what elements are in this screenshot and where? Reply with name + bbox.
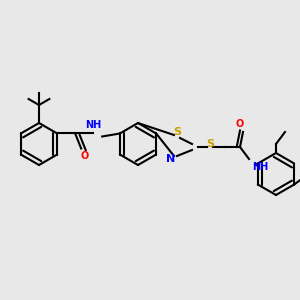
Text: O: O: [80, 152, 88, 161]
Text: N: N: [167, 154, 176, 164]
Text: NH: NH: [85, 121, 101, 130]
Text: S: S: [173, 127, 181, 137]
Text: S: S: [206, 139, 214, 149]
Text: NH: NH: [252, 162, 268, 172]
Text: O: O: [236, 119, 244, 129]
